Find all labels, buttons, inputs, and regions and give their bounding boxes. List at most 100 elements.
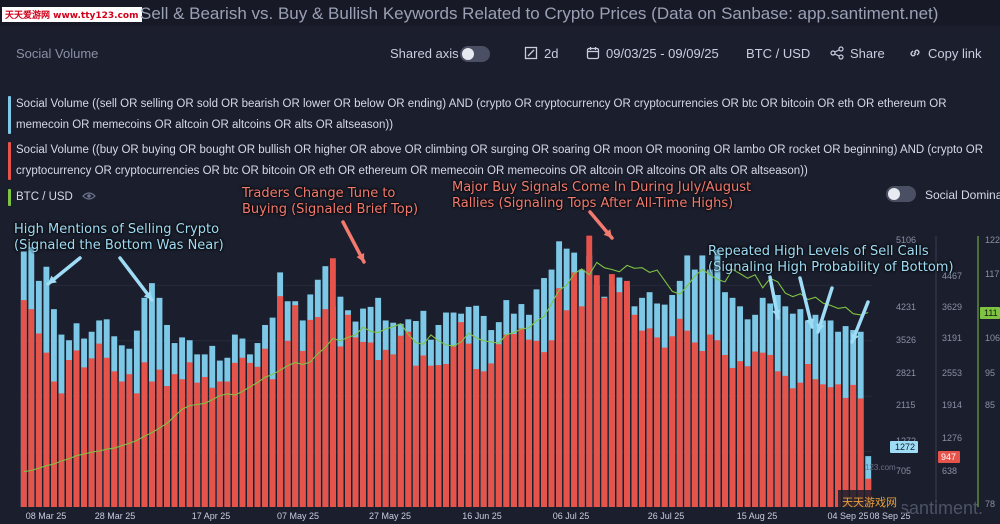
current-buy-badge — [938, 451, 960, 463]
shared-axis-label: Shared axis — [390, 46, 459, 61]
toggle-knob-icon — [462, 48, 474, 60]
buy-volume-bar — [473, 369, 480, 507]
buy-volume-bar — [254, 366, 261, 507]
santiment-brand: santiment. — [900, 498, 983, 518]
buy-volume-bar — [307, 319, 314, 507]
buy-volume-bar — [405, 331, 412, 507]
social-dominance-toggle[interactable] — [886, 186, 916, 202]
buy-volume-bar — [360, 341, 367, 507]
buy-volume-bar — [729, 367, 736, 507]
buy-volume-bar — [314, 317, 321, 507]
legend-swatch-buy — [8, 142, 11, 180]
buy-volume-bar — [322, 309, 329, 507]
buy-volume-bar — [81, 367, 88, 507]
buy-volume-bar — [601, 297, 608, 507]
eye-icon[interactable] — [82, 191, 96, 201]
buy-volume-bar — [269, 379, 276, 507]
pair-selector[interactable]: BTC / USD — [746, 46, 811, 61]
buy-volume-bar — [548, 340, 555, 507]
buy-volume-bar — [722, 354, 728, 507]
share-button[interactable]: Share — [830, 46, 885, 61]
buy-volume-bar — [43, 352, 50, 507]
buy-volume-bar — [262, 348, 268, 507]
date-range-label: 09/03/25 - 09/09/25 — [606, 46, 719, 61]
legend-swatch-sell — [8, 96, 11, 134]
buy-volume-bar — [179, 379, 186, 507]
buy-volume-bar — [774, 371, 781, 507]
annotation-brief-top: Traders Change Tune to Buying (Signaled … — [242, 186, 418, 218]
buy-volume-bar — [804, 363, 811, 507]
interval-label: 2d — [544, 46, 559, 61]
buy-volume-bar — [201, 376, 208, 507]
buy-volume-bar — [141, 362, 148, 507]
toolbar: Social Volume Shared axis 2d 09/03/25 - … — [0, 40, 1000, 70]
buy-volume-bar — [646, 328, 653, 507]
buy-volume-bar — [216, 381, 223, 507]
axis-tick-buy: 1914 — [942, 400, 962, 410]
legend-sell-query[interactable]: Social Volume ((sell OR selling OR sold … — [8, 94, 996, 136]
date-range-picker[interactable]: 09/03/25 - 09/09/25 — [586, 46, 719, 61]
buy-volume-bar — [118, 381, 125, 507]
buy-volume-bar — [28, 309, 35, 507]
current-sell-value: 1272 — [895, 442, 915, 452]
buy-volume-bar — [156, 369, 163, 507]
axis-tick-price: 106 — [985, 333, 1000, 343]
buy-volume-bar — [797, 382, 804, 507]
current-price-value: 111 — [984, 308, 998, 318]
buy-volume-bar — [752, 351, 759, 507]
legend-buy-query[interactable]: Social Volume ((buy OR buying OR bought … — [8, 140, 991, 182]
buy-volume-bar — [525, 339, 532, 507]
legend-price-text: BTC / USD — [16, 191, 73, 203]
axis-tick-sell: 4231 — [896, 302, 916, 312]
buy-volume-bar — [209, 387, 216, 507]
x-axis-tick: 06 Jul 25 — [553, 511, 590, 521]
buy-volume-bar — [676, 318, 683, 507]
x-axis-tick: 16 Jun 25 — [462, 511, 502, 521]
buy-volume-bar — [737, 361, 743, 507]
buy-volume-bar — [571, 272, 578, 507]
buy-volume-bar — [608, 274, 615, 507]
interval-selector[interactable]: 2d — [524, 46, 558, 61]
buy-volume-bar — [412, 365, 419, 507]
x-axis-tick: 28 Mar 25 — [95, 511, 136, 521]
interval-icon — [524, 46, 538, 60]
axis-tick-sell: 2115 — [896, 400, 915, 410]
legend-swatch-price — [8, 189, 11, 206]
axis-tick-price: 78 — [985, 499, 995, 509]
buy-volume-bar — [329, 258, 336, 507]
buy-volume-bar — [133, 393, 140, 507]
annotation-arrow-head — [143, 291, 152, 300]
axis-tick-sell: 3526 — [896, 335, 916, 345]
buy-volume-bar — [759, 352, 766, 507]
buy-volume-bar — [586, 235, 593, 507]
shared-axis-toggle[interactable] — [460, 46, 490, 62]
annotation-arrow-line — [118, 256, 154, 302]
copy-link-label: Copy link — [928, 46, 982, 61]
buy-volume-bar — [247, 362, 253, 507]
buy-volume-bar — [503, 334, 510, 507]
buy-volume-bar — [292, 305, 299, 507]
buy-volume-bar — [96, 343, 103, 507]
link-icon — [910, 49, 920, 57]
buy-volume-bar — [50, 381, 57, 507]
axis-tick-buy: 3191 — [942, 333, 962, 343]
buy-volume-bar — [186, 362, 193, 507]
buy-volume-bar — [669, 336, 676, 507]
axis-tick-price: 85 — [985, 400, 995, 410]
buy-volume-bar — [126, 374, 133, 507]
copy-link-button[interactable]: Copy link — [908, 46, 981, 61]
buy-volume-bar — [631, 314, 638, 507]
current-sell-badge — [890, 441, 918, 453]
annotation-arrow-head — [356, 253, 365, 262]
annotation-arrow-line — [798, 276, 814, 329]
annotation-buy-signals: Major Buy Signals Come In During July/Au… — [452, 180, 751, 212]
buy-volume-bar — [171, 374, 178, 507]
buy-volume-bar — [624, 280, 630, 507]
buy-volume-bar — [495, 344, 502, 507]
buy-volume-bar — [103, 357, 110, 507]
metric-selector[interactable]: Social Volume — [16, 46, 99, 61]
legend-price[interactable]: BTC / USD — [8, 187, 96, 208]
annotation-text: Major Buy Signals Come In During July/Au… — [452, 180, 752, 211]
buy-volume-bar — [443, 363, 449, 507]
